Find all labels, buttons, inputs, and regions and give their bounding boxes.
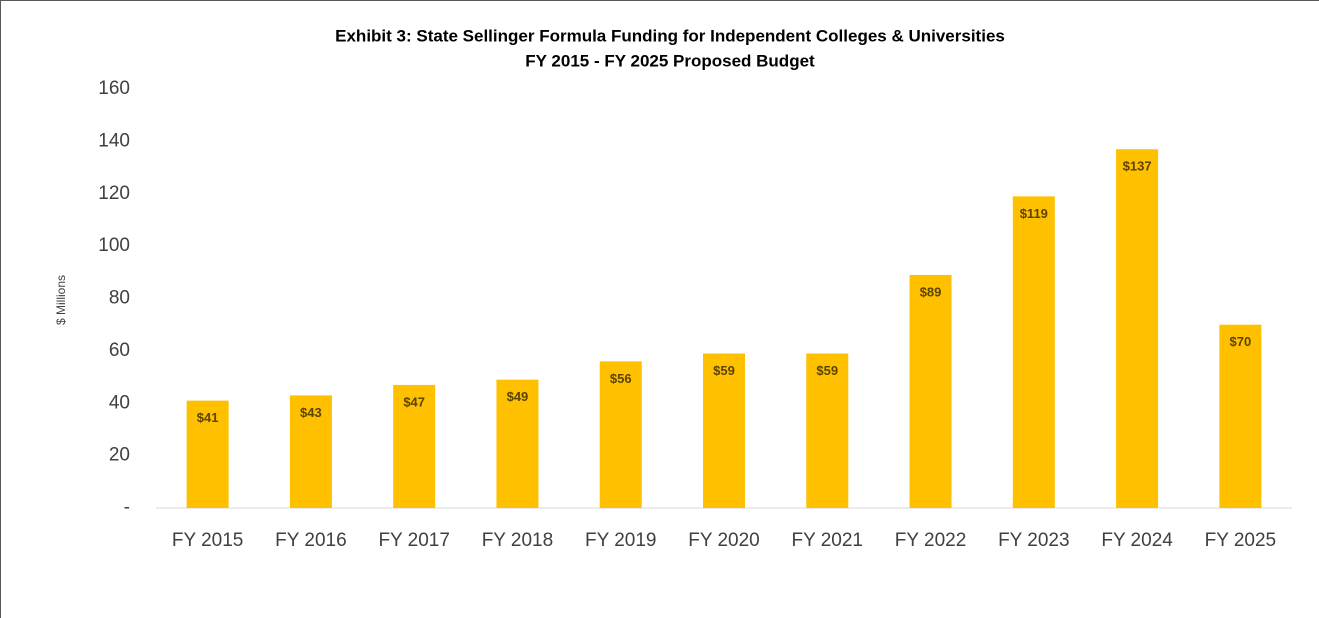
data-label: $119 — [1020, 206, 1048, 221]
x-tick-label: FY 2023 — [998, 530, 1069, 551]
y-tick-label: 40 — [109, 392, 130, 413]
x-tick-label: FY 2017 — [378, 530, 449, 551]
x-tick-label: FY 2022 — [895, 530, 966, 551]
bar — [1116, 149, 1159, 508]
y-tick-label: 160 — [98, 78, 130, 99]
x-tick-label: FY 2019 — [585, 530, 656, 551]
y-tick-label: 140 — [98, 130, 130, 151]
bar — [806, 353, 849, 508]
data-label: $47 — [403, 394, 425, 409]
bar — [1012, 196, 1055, 508]
x-tick-label: FY 2025 — [1205, 530, 1276, 551]
data-label: $43 — [300, 405, 322, 420]
data-label: $59 — [713, 363, 735, 378]
data-label: $89 — [920, 284, 942, 299]
data-label: $41 — [197, 410, 219, 425]
chart-subtitle: FY 2015 - FY 2025 Proposed Budget — [525, 51, 815, 70]
x-tick-label: FY 2020 — [688, 530, 759, 551]
bar — [289, 395, 332, 508]
chart-title: Exhibit 3: State Sellinger Formula Fundi… — [335, 26, 1005, 45]
x-tick-label: FY 2016 — [275, 530, 346, 551]
x-tick-label: FY 2015 — [172, 530, 243, 551]
bar — [703, 353, 745, 508]
y-tick-label: 80 — [109, 288, 130, 309]
x-tick-label: FY 2021 — [792, 530, 863, 551]
bar — [1219, 324, 1262, 508]
y-tick-label: 60 — [109, 340, 130, 361]
y-tick-label: 20 — [109, 445, 130, 466]
y-tick-label: - — [124, 497, 130, 518]
y-axis-label: $ Millions — [54, 275, 68, 325]
y-tick-label: 100 — [98, 235, 130, 256]
bar — [909, 274, 952, 508]
data-label: $70 — [1230, 334, 1252, 349]
x-tick-label: FY 2024 — [1101, 530, 1173, 551]
bar — [599, 361, 642, 508]
bar — [496, 379, 539, 508]
bar — [186, 400, 229, 508]
data-label: $137 — [1123, 159, 1152, 174]
x-tick-label: FY 2018 — [482, 530, 553, 551]
data-label: $59 — [816, 363, 838, 378]
data-label: $49 — [507, 389, 529, 404]
bar — [393, 384, 436, 508]
y-tick-label: 120 — [98, 183, 130, 204]
data-label: $56 — [610, 371, 632, 386]
